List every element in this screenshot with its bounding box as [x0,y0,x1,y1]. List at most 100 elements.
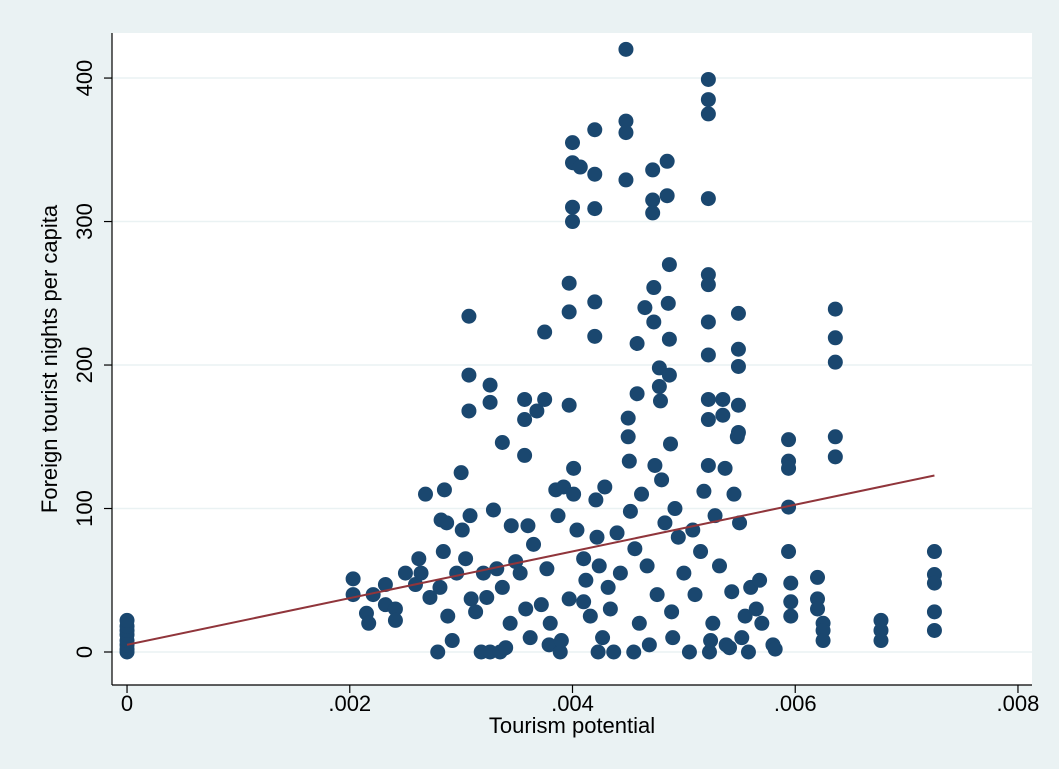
point [561,304,577,320]
point [436,482,452,498]
point [701,644,717,660]
point [752,572,768,588]
point [387,601,403,617]
point [783,608,799,624]
point [661,367,677,383]
point [705,615,721,631]
point [657,515,673,531]
point [734,630,750,646]
point [926,575,942,591]
point [781,460,797,476]
x-tick-label: .002 [328,691,371,716]
point [119,612,135,628]
point [588,492,604,508]
point [712,558,728,574]
point [703,633,719,649]
point [661,257,677,273]
point [520,518,536,534]
point [518,601,534,617]
point [687,587,703,603]
point [700,347,716,363]
point [618,125,634,141]
point [620,410,636,426]
point [730,305,746,321]
point [645,205,661,221]
point [468,604,484,620]
point [810,569,826,585]
point [645,192,661,208]
x-axis-label: Tourism potential [489,713,655,738]
point [926,604,942,620]
point [783,575,799,591]
point [815,633,831,649]
point [700,391,716,407]
point [589,529,605,545]
point [553,633,569,649]
point [494,435,510,451]
point [482,394,498,410]
point [485,502,501,518]
point [435,544,451,560]
point [700,457,716,473]
point [550,508,566,524]
point [618,172,634,188]
point [498,640,514,656]
point [517,447,533,463]
point [430,644,446,660]
y-axis-label: Foreign tourist nights per capita [37,204,62,513]
point [565,199,581,215]
point [626,644,642,660]
point [707,508,723,524]
point [590,644,606,660]
point [717,460,733,476]
point [631,615,647,631]
point [618,113,634,129]
point [526,536,542,552]
point [670,529,686,545]
y-tick-label: 0 [72,646,97,658]
point [651,379,667,395]
point [576,551,592,567]
point [602,601,618,617]
point [566,486,582,502]
point [676,565,692,581]
point [700,92,716,108]
point [740,644,756,660]
fit-line [126,474,935,646]
point [517,391,533,407]
point [659,153,675,169]
x-tick-label: .004 [551,691,594,716]
point [565,135,581,151]
point [539,561,555,577]
point [646,280,662,296]
point [576,594,592,610]
point [461,308,477,324]
point [661,331,677,347]
point [700,106,716,122]
plot-area [112,33,1032,685]
point [411,551,427,567]
point [475,565,491,581]
point [639,558,655,574]
point [926,544,942,560]
point [873,633,889,649]
point [722,640,738,656]
point [783,594,799,610]
point [700,71,716,87]
point [461,367,477,383]
point [482,377,498,393]
point [715,391,731,407]
point [641,637,657,653]
point [681,644,697,660]
point [700,314,716,330]
point [595,630,611,646]
point [748,601,764,617]
point [827,301,843,317]
point [561,591,577,607]
point [754,615,770,631]
point [387,612,403,628]
point [578,572,594,588]
point [652,393,668,409]
point [781,544,797,560]
point [449,565,465,581]
